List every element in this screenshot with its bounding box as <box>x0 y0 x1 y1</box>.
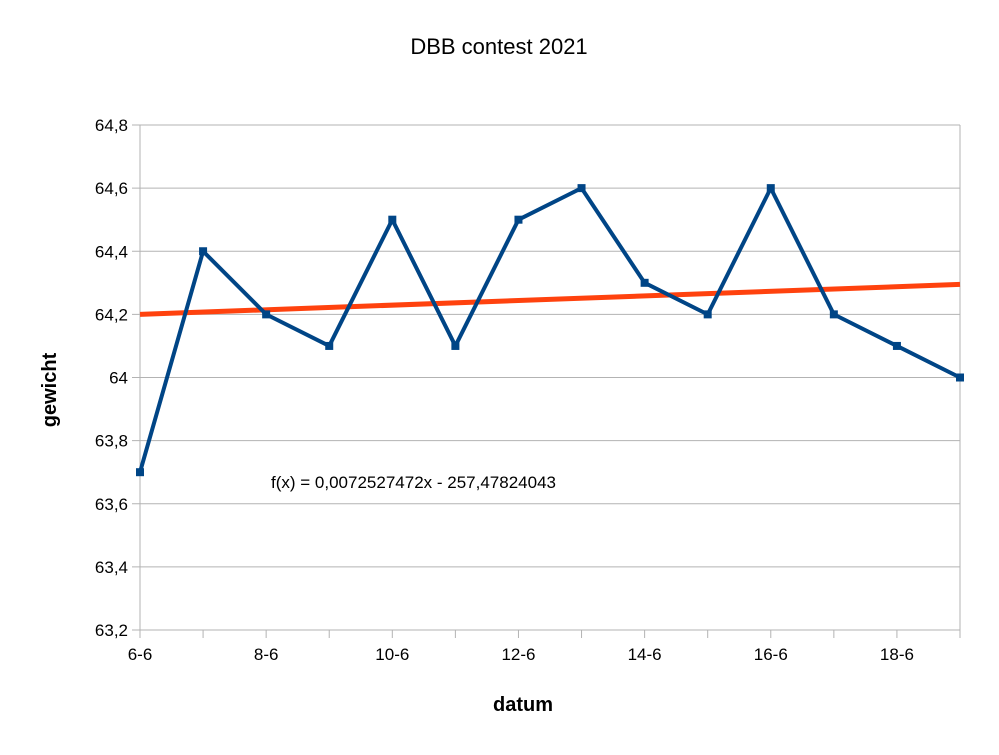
data-point <box>451 341 460 350</box>
y-tick-label: 64,4 <box>95 242 128 261</box>
data-series <box>136 184 964 477</box>
x-tick-label: 16-6 <box>754 645 788 664</box>
x-tick-label: 6-6 <box>128 645 153 664</box>
y-tick-label: 64,2 <box>95 305 128 324</box>
data-point <box>199 247 208 256</box>
y-axis-ticks: 63,2 63,4 63,6 63,8 64 64,2 64,4 64,6 64,8 <box>95 116 140 640</box>
data-point <box>892 341 901 350</box>
y-axis-title: gewicht <box>39 352 61 427</box>
y-tick-label: 63,6 <box>95 495 128 514</box>
data-point <box>325 341 334 350</box>
x-tick-label: 18-6 <box>880 645 914 664</box>
y-tick-label: 64,6 <box>95 179 128 198</box>
chart-title: DBB contest 2021 <box>410 34 587 59</box>
y-tick-label: 63,4 <box>95 558 128 577</box>
data-point <box>766 184 775 193</box>
x-axis-title: datum <box>493 694 553 716</box>
data-point <box>136 468 144 477</box>
data-point <box>829 310 838 319</box>
y-tick-label: 63,8 <box>95 432 128 451</box>
y-tick-label: 64,8 <box>95 116 128 135</box>
x-tick-label: 14-6 <box>628 645 662 664</box>
data-point <box>640 278 649 287</box>
series-line <box>138 186 961 473</box>
data-point <box>262 310 271 319</box>
y-tick-label: 64 <box>109 369 128 388</box>
data-point <box>388 215 397 224</box>
data-point <box>577 184 586 193</box>
y-tick-label: 63,2 <box>95 621 128 640</box>
data-point <box>703 310 712 319</box>
x-tick-label: 12-6 <box>501 645 535 664</box>
x-tick-label: 10-6 <box>375 645 409 664</box>
data-point <box>514 215 523 224</box>
data-point <box>956 373 964 382</box>
trendline-equation: f(x) = 0,0072527472x - 257,47824043 <box>271 473 556 492</box>
x-axis-ticks: 6-6 8-6 10-6 12-6 14-6 16-6 18-6 <box>128 630 961 664</box>
gridlines <box>140 124 960 631</box>
x-tick-label: 8-6 <box>254 645 279 664</box>
